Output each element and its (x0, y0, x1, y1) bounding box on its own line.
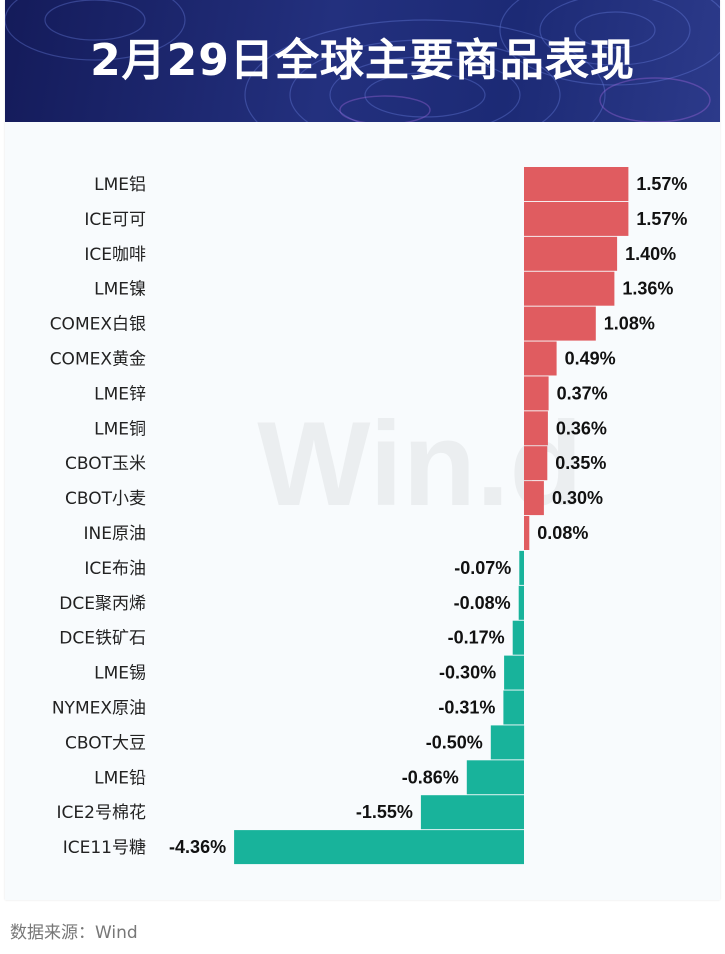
value-label: 0.37% (557, 383, 608, 403)
category-label: LME锌 (94, 384, 146, 404)
category-label: LME锡 (94, 664, 146, 684)
category-label: LME铜 (94, 419, 146, 439)
value-label: 0.08% (537, 523, 588, 543)
header-banner: 2月29日全球主要商品表现 (5, 0, 720, 122)
bar (518, 585, 524, 620)
category-label: COMEX白银 (50, 315, 146, 335)
chart-card (5, 0, 720, 900)
value-label: 1.57% (636, 209, 687, 229)
value-label: 1.40% (625, 244, 676, 264)
bar (524, 341, 557, 376)
bar (504, 655, 524, 690)
bar (524, 411, 548, 446)
value-label: -0.31% (438, 698, 495, 718)
bar (519, 550, 524, 585)
value-label: 0.36% (556, 418, 607, 438)
bar (420, 795, 524, 830)
category-label: ICE布油 (84, 559, 146, 579)
category-label: LME铅 (94, 768, 146, 788)
category-label: NYMEX原油 (52, 699, 146, 719)
bar (466, 760, 524, 795)
topography-decoration (5, 0, 720, 122)
value-label: 0.35% (555, 453, 606, 473)
value-label: -1.55% (356, 802, 413, 822)
category-label: LME镍 (94, 280, 146, 300)
bar (524, 376, 549, 411)
value-label: -4.36% (169, 837, 226, 857)
value-label: -0.08% (454, 593, 511, 613)
bar (524, 236, 618, 271)
category-label: COMEX黄金 (50, 350, 146, 370)
data-source: 数据来源：Wind (10, 923, 138, 943)
category-label: CBOT小麦 (65, 489, 146, 509)
value-label: -0.07% (454, 558, 511, 578)
value-label: -0.86% (402, 767, 459, 787)
page-title: 2月29日全球主要商品表现 (90, 35, 635, 86)
category-label: INE原油 (84, 524, 146, 544)
value-label: -0.50% (426, 732, 483, 752)
bar (524, 167, 629, 201)
bar (524, 201, 629, 236)
bar (503, 690, 524, 725)
category-label: ICE可可 (84, 210, 146, 230)
category-label: DCE聚丙烯 (59, 594, 146, 614)
category-label: LME铝 (94, 175, 146, 195)
category-label: ICE2号棉花 (57, 803, 146, 823)
category-label: DCE铁矿石 (59, 629, 146, 649)
value-label: 0.49% (565, 349, 616, 369)
category-label: CBOT大豆 (65, 733, 146, 753)
value-label: -0.30% (439, 663, 496, 683)
value-label: 1.57% (636, 174, 687, 194)
category-label: ICE咖啡 (84, 245, 146, 265)
bar (490, 725, 525, 760)
bar (524, 481, 544, 516)
bar (524, 446, 548, 481)
category-label: CBOT玉米 (65, 454, 146, 474)
bar (524, 516, 530, 550)
category-label: ICE11号糖 (63, 838, 146, 858)
bar-chart: Win.d LME铝 1.57%ICE可可 1.57%ICE咖啡 1.40%LME镍 1… (50, 167, 687, 865)
value-label: 0.30% (552, 488, 603, 508)
value-label: -0.17% (448, 628, 505, 648)
bar (234, 830, 524, 865)
value-label: 1.08% (604, 314, 655, 334)
bar (524, 306, 596, 341)
bar (524, 271, 615, 306)
bar (512, 620, 524, 655)
value-label: 1.36% (622, 279, 673, 299)
